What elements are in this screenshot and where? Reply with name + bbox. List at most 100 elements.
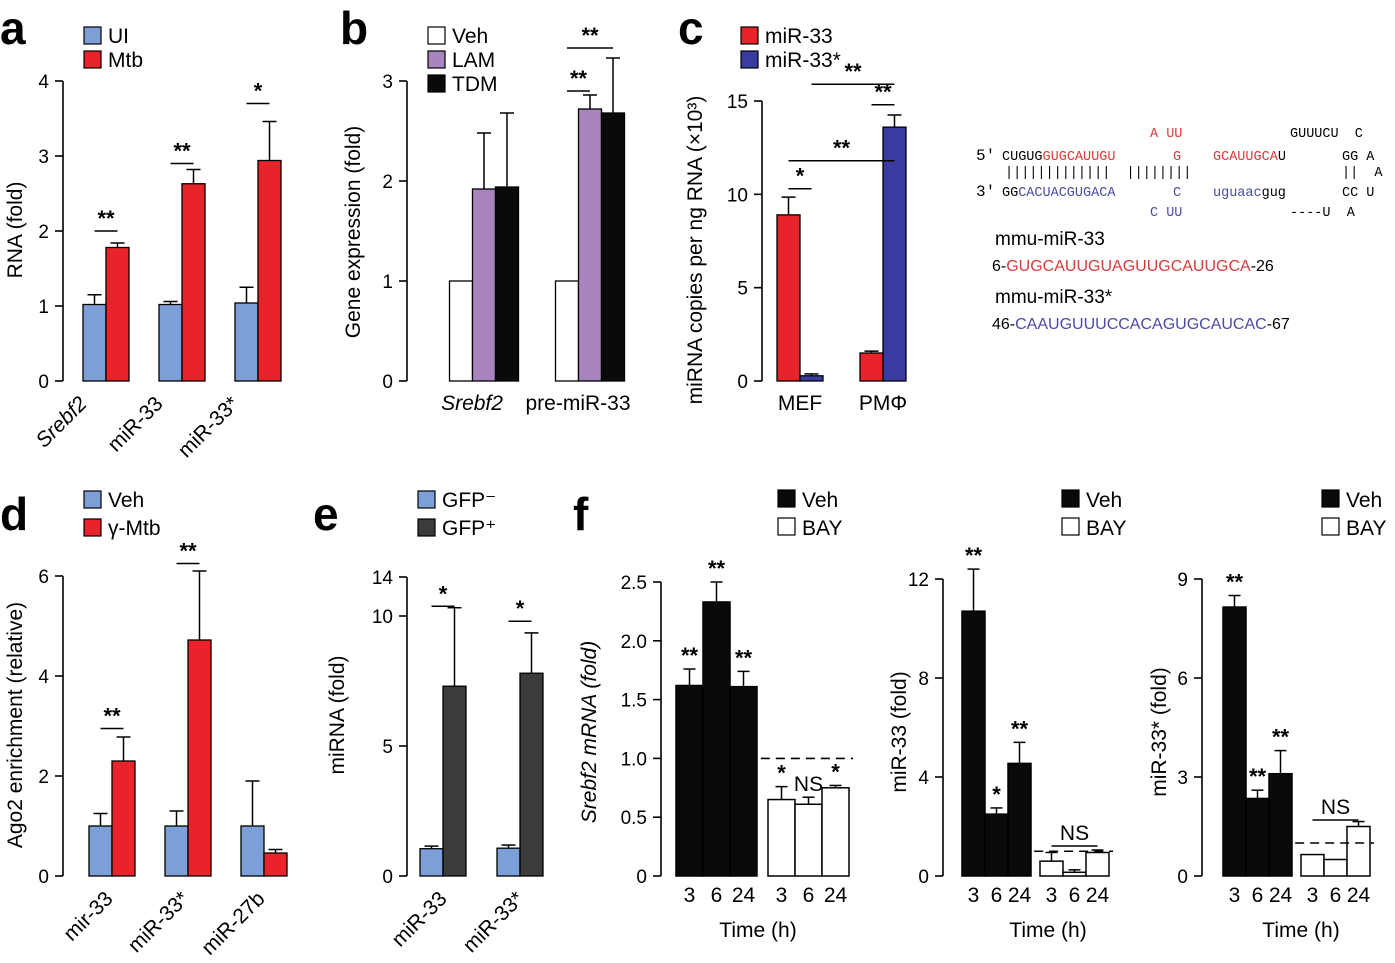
bar — [263, 852, 288, 877]
hairpin-loop-top: GUUUCU C — [1290, 127, 1363, 142]
x-tick-label: 6 — [991, 884, 1003, 907]
hairpin-3prime-label: 3′ — [976, 183, 995, 201]
x-label-mir33-d: mir-33 — [59, 887, 117, 945]
significance-label: ** — [965, 543, 983, 568]
bar — [240, 825, 265, 877]
hairpin-loop-right-2: || A — [1342, 166, 1383, 181]
x-label-srebf2-b: Srebf2 — [441, 392, 503, 415]
legend-label-veh-f1: Veh — [802, 489, 838, 512]
y-tick-label: 5 — [737, 279, 748, 300]
legend-swatch-veh — [427, 26, 446, 45]
y-tick-label: 1 — [38, 297, 49, 318]
x-tick-label: 24 — [1008, 884, 1032, 907]
bar — [448, 280, 474, 382]
y-tick-label: 6 — [38, 567, 49, 588]
panel-label-a: a — [0, 2, 26, 54]
significance-label: ** — [581, 23, 599, 48]
significance-label: ** — [833, 136, 851, 161]
bar — [1085, 851, 1110, 877]
legend-swatch-bay-f1 — [777, 517, 796, 536]
hairpin-bulge-top-red: A UU — [1150, 127, 1182, 142]
plot-area-f1: 0 0.5 1.0 1.5 2.0 2.5 3 ** 6 ** 24 ** 3 * 6 NS 24 * — [621, 556, 853, 907]
legend-swatch-veh-f2 — [1061, 489, 1080, 508]
y-axis-title-e: miRNA (fold) — [326, 655, 349, 774]
hairpin-loop-right-1: GG A — [1342, 150, 1375, 165]
mir33-star-start: 46- — [992, 316, 1015, 333]
bar — [1268, 772, 1293, 877]
significance-label: * — [831, 759, 840, 784]
y-tick-label: 6 — [1177, 669, 1188, 690]
y-tick-label: 2 — [38, 222, 49, 243]
significance-label: * — [777, 761, 786, 786]
legend-swatch-bay-f2 — [1061, 517, 1080, 536]
mir33-name: mmu-miR-33 — [995, 229, 1105, 250]
bar — [859, 352, 884, 382]
y-tick-label: 0.5 — [621, 808, 647, 829]
bar — [1245, 797, 1270, 877]
significance-label: ** — [1011, 716, 1029, 741]
legend-label-lam: LAM — [452, 49, 495, 72]
y-axis-title-c: miRNA copies per ng RNA (×10³) — [684, 96, 707, 405]
significance-label: ** — [844, 59, 862, 84]
bar — [234, 302, 259, 382]
x-label-mir33-star: miR-33* — [174, 392, 244, 462]
bar — [1300, 853, 1325, 877]
y-tick-label: 0 — [38, 867, 49, 888]
bar — [471, 188, 497, 382]
hairpin-5p-mir-1: GUGCAUUGU — [1043, 150, 1116, 165]
legend-swatch-gfp-neg — [417, 490, 436, 509]
x-label-mir33-e: miR-33 — [387, 887, 451, 951]
significance-label: ** — [570, 66, 588, 91]
mir33-start: 6- — [992, 258, 1006, 275]
significance-label: * — [992, 782, 1001, 807]
legend-label-gamma-mtb: γ-Mtb — [108, 517, 161, 540]
y-tick-label: 2 — [38, 767, 49, 788]
legend-label-mir33: miR-33 — [765, 25, 833, 48]
bar — [882, 126, 907, 382]
y-tick-label: 5 — [382, 737, 393, 758]
bar — [1007, 762, 1032, 877]
bar — [799, 375, 824, 382]
bar — [702, 601, 731, 877]
x-tick-label: 3 — [968, 884, 980, 907]
bar — [419, 848, 444, 877]
y-tick-label: 0 — [1177, 867, 1188, 888]
bar — [794, 803, 823, 877]
significance-label: ** — [874, 80, 892, 105]
bar — [519, 672, 544, 877]
legend-swatch-veh-f3 — [1321, 489, 1340, 508]
y-tick-label: 4 — [918, 768, 929, 789]
panel-f: f Veh BAY Srebf2 mRNA (fold) 0 0.5 1.0 1.5 2… — [573, 488, 1386, 942]
legend-swatch-veh-d — [83, 490, 102, 509]
legend-label-veh-f2: Veh — [1086, 489, 1122, 512]
bar — [767, 798, 796, 877]
legend-label-bay-f1: BAY — [802, 517, 842, 540]
legend-swatch-veh-f1 — [777, 489, 796, 508]
bar — [442, 685, 467, 877]
legend-label-ui: UI — [108, 25, 129, 48]
y-tick-label: 9 — [1177, 570, 1188, 591]
x-axis-title-f2: Time (h) — [1009, 919, 1086, 942]
significance-label: ** — [681, 643, 699, 668]
bar — [821, 787, 850, 877]
x-tick-label: 24 — [1086, 884, 1110, 907]
legend-swatch-lam — [427, 50, 446, 69]
significance-label: NS — [1060, 822, 1089, 845]
bar — [1222, 606, 1247, 877]
mir33-star-end: -67 — [1267, 316, 1290, 333]
legend-swatch-ui — [83, 26, 102, 45]
bar — [181, 183, 206, 382]
panel-c: c miR-33 miR-33* miRNA copies per ng RNA… — [678, 2, 907, 415]
y-tick-label: 10 — [727, 185, 748, 206]
x-tick-label: 6 — [711, 884, 723, 907]
x-label-pre-mir33: pre-miR-33 — [525, 392, 630, 415]
hairpin-5prime-label: 5′ — [976, 147, 995, 165]
legend-swatch-mir33 — [740, 26, 759, 45]
plot-area-d: 0 2 4 6 ** ** — [38, 539, 288, 888]
y-tick-label: 14 — [372, 568, 394, 589]
panel-label-f: f — [573, 488, 589, 540]
y-tick-label: 10 — [372, 607, 393, 628]
x-tick-label: 24 — [824, 884, 848, 907]
